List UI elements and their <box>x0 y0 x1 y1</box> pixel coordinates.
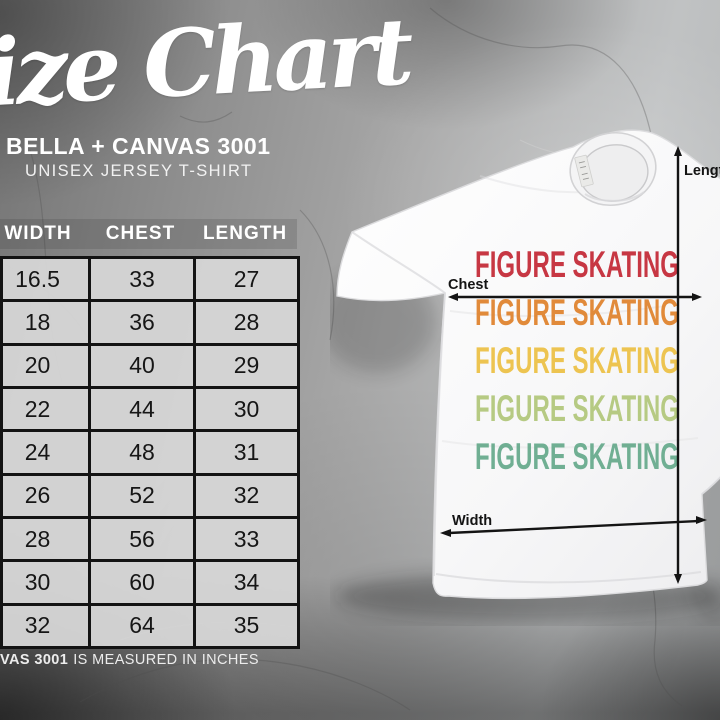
column-header-width: WIDTH <box>4 223 72 244</box>
size-cell: 26 <box>0 472 91 519</box>
shirt-print: FIGURE SKATING FIGURE SKATING FIGURE SKA… <box>475 244 679 477</box>
width-label: Width <box>452 513 492 529</box>
column-header-length: LENGTH <box>202 223 288 244</box>
product-subtitle: UNISEX JERSEY T-SHIRT <box>25 162 253 180</box>
tshirt-mockup: FIGURE SKATING FIGURE SKATING FIGURE SKA… <box>320 96 720 626</box>
table-row: 18 36 28 <box>0 299 300 346</box>
size-cell: 32 <box>0 602 91 650</box>
print-line-3: FIGURE SKATING <box>475 340 679 381</box>
column-header-chest: CHEST <box>105 223 176 244</box>
table-row: 20 40 29 <box>0 342 300 389</box>
print-line-5: FIGURE SKATING <box>475 436 679 477</box>
size-cell: 33 <box>193 515 300 563</box>
size-cell: 18 <box>0 299 91 346</box>
size-cell: 40 <box>88 342 196 389</box>
shirt-collar <box>569 132 657 206</box>
footnote-bold: VAS 3001 <box>0 652 69 668</box>
size-cell: 30 <box>0 559 91 606</box>
length-label: Length <box>684 163 720 179</box>
size-cell: 24 <box>0 429 91 476</box>
table-row: 30 60 34 <box>0 559 300 606</box>
chest-arrow: Chest <box>448 277 702 301</box>
measurement-footnote: VAS 3001 IS MEASURED IN INCHES <box>0 652 259 668</box>
table-row: 32 64 35 <box>0 602 300 650</box>
size-cell: 60 <box>88 559 196 606</box>
table-row: 26 52 32 <box>0 472 300 519</box>
size-cell: 20 <box>0 342 91 389</box>
size-cell: 44 <box>88 385 196 433</box>
neck-tag <box>574 154 594 188</box>
size-cell: 29 <box>193 342 300 389</box>
size-cell: 22 <box>0 385 91 433</box>
print-line-4: FIGURE SKATING <box>475 388 679 429</box>
size-cell: 35 <box>193 602 300 650</box>
footnote-text: IS MEASURED IN INCHES <box>73 652 259 668</box>
size-cell: 34 <box>193 559 300 606</box>
size-table-header: WIDTH CHEST LENGTH <box>0 219 297 249</box>
brand-title: BELLA + CANVAS 3001 <box>6 133 271 159</box>
length-arrow: Length <box>674 146 720 584</box>
shirt-body <box>336 129 720 600</box>
size-cell: 33 <box>88 255 196 303</box>
table-row: 22 44 30 <box>0 385 300 433</box>
print-line-1: FIGURE SKATING <box>475 244 679 285</box>
size-cell: 27 <box>193 255 300 303</box>
table-row: 28 56 33 <box>0 515 300 563</box>
size-cell: 32 <box>193 472 300 519</box>
measurement-annotations: Length Chest Width <box>440 146 720 584</box>
size-cell: 64 <box>88 602 196 650</box>
table-row: 24 48 31 <box>0 429 300 476</box>
print-line-2: FIGURE SKATING <box>475 292 679 333</box>
size-cell: 56 <box>88 515 196 563</box>
size-cell: 31 <box>193 429 300 476</box>
tshirt-illustration: FIGURE SKATING FIGURE SKATING FIGURE SKA… <box>320 129 720 626</box>
size-cell: 30 <box>193 385 300 433</box>
table-row: 16.5 33 27 <box>0 255 300 303</box>
size-cell: 36 <box>88 299 196 346</box>
size-table: 16.5 33 27 18 36 28 20 40 29 22 44 30 24 <box>0 255 300 650</box>
chest-label: Chest <box>448 277 488 293</box>
width-arrow: Width <box>440 513 707 537</box>
size-cell: 52 <box>88 472 196 519</box>
size-cell: 16.5 <box>0 255 91 303</box>
size-cell: 28 <box>193 299 300 346</box>
size-cell: 48 <box>88 429 196 476</box>
size-cell: 28 <box>0 515 91 563</box>
